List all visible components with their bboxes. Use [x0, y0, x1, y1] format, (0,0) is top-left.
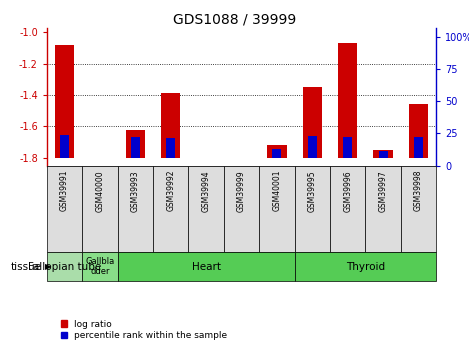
Bar	[118, 166, 153, 252]
Bar	[272, 149, 281, 158]
Bar	[343, 137, 352, 158]
Text: tissue: tissue	[11, 262, 42, 272]
Bar	[259, 166, 295, 252]
Bar	[330, 166, 365, 252]
Text: Fallopian tube: Fallopian tube	[28, 262, 101, 272]
Text: Gallbla
dder: Gallbla dder	[85, 257, 114, 276]
Bar	[60, 135, 69, 158]
Bar	[365, 166, 401, 252]
Bar	[401, 166, 436, 252]
Bar	[303, 87, 322, 158]
Bar	[161, 93, 181, 158]
Bar	[295, 252, 436, 281]
Bar	[373, 150, 393, 158]
Bar	[47, 166, 82, 252]
Text: GSM40001: GSM40001	[272, 170, 281, 211]
Bar	[166, 138, 175, 158]
Bar	[224, 166, 259, 252]
Text: GSM40000: GSM40000	[96, 170, 105, 211]
Bar	[378, 151, 387, 158]
Text: GSM39996: GSM39996	[343, 170, 352, 211]
Bar	[82, 166, 118, 252]
Text: GSM39997: GSM39997	[378, 170, 387, 211]
Text: GSM39998: GSM39998	[414, 170, 423, 211]
Text: GSM39991: GSM39991	[60, 170, 69, 211]
Text: GSM39999: GSM39999	[237, 170, 246, 211]
Bar	[414, 137, 423, 158]
Bar	[295, 166, 330, 252]
Bar	[55, 45, 74, 158]
Bar	[82, 252, 118, 281]
Bar	[47, 252, 82, 281]
Text: GSM39994: GSM39994	[202, 170, 211, 211]
Bar	[153, 166, 189, 252]
Text: Thyroid: Thyroid	[346, 262, 385, 272]
Bar	[409, 105, 428, 158]
Text: ▶: ▶	[45, 262, 51, 271]
Bar	[189, 166, 224, 252]
Text: GSM39993: GSM39993	[131, 170, 140, 211]
Bar	[308, 136, 317, 158]
Bar	[338, 43, 357, 158]
Bar	[118, 252, 295, 281]
Text: GDS1088 / 39999: GDS1088 / 39999	[173, 12, 296, 26]
Text: Heart: Heart	[192, 262, 220, 272]
Text: GSM39992: GSM39992	[166, 170, 175, 211]
Bar	[267, 145, 287, 158]
Bar	[131, 137, 140, 158]
Legend: log ratio, percentile rank within the sample: log ratio, percentile rank within the sa…	[61, 320, 227, 341]
Text: GSM39995: GSM39995	[308, 170, 317, 211]
Bar	[126, 129, 145, 158]
